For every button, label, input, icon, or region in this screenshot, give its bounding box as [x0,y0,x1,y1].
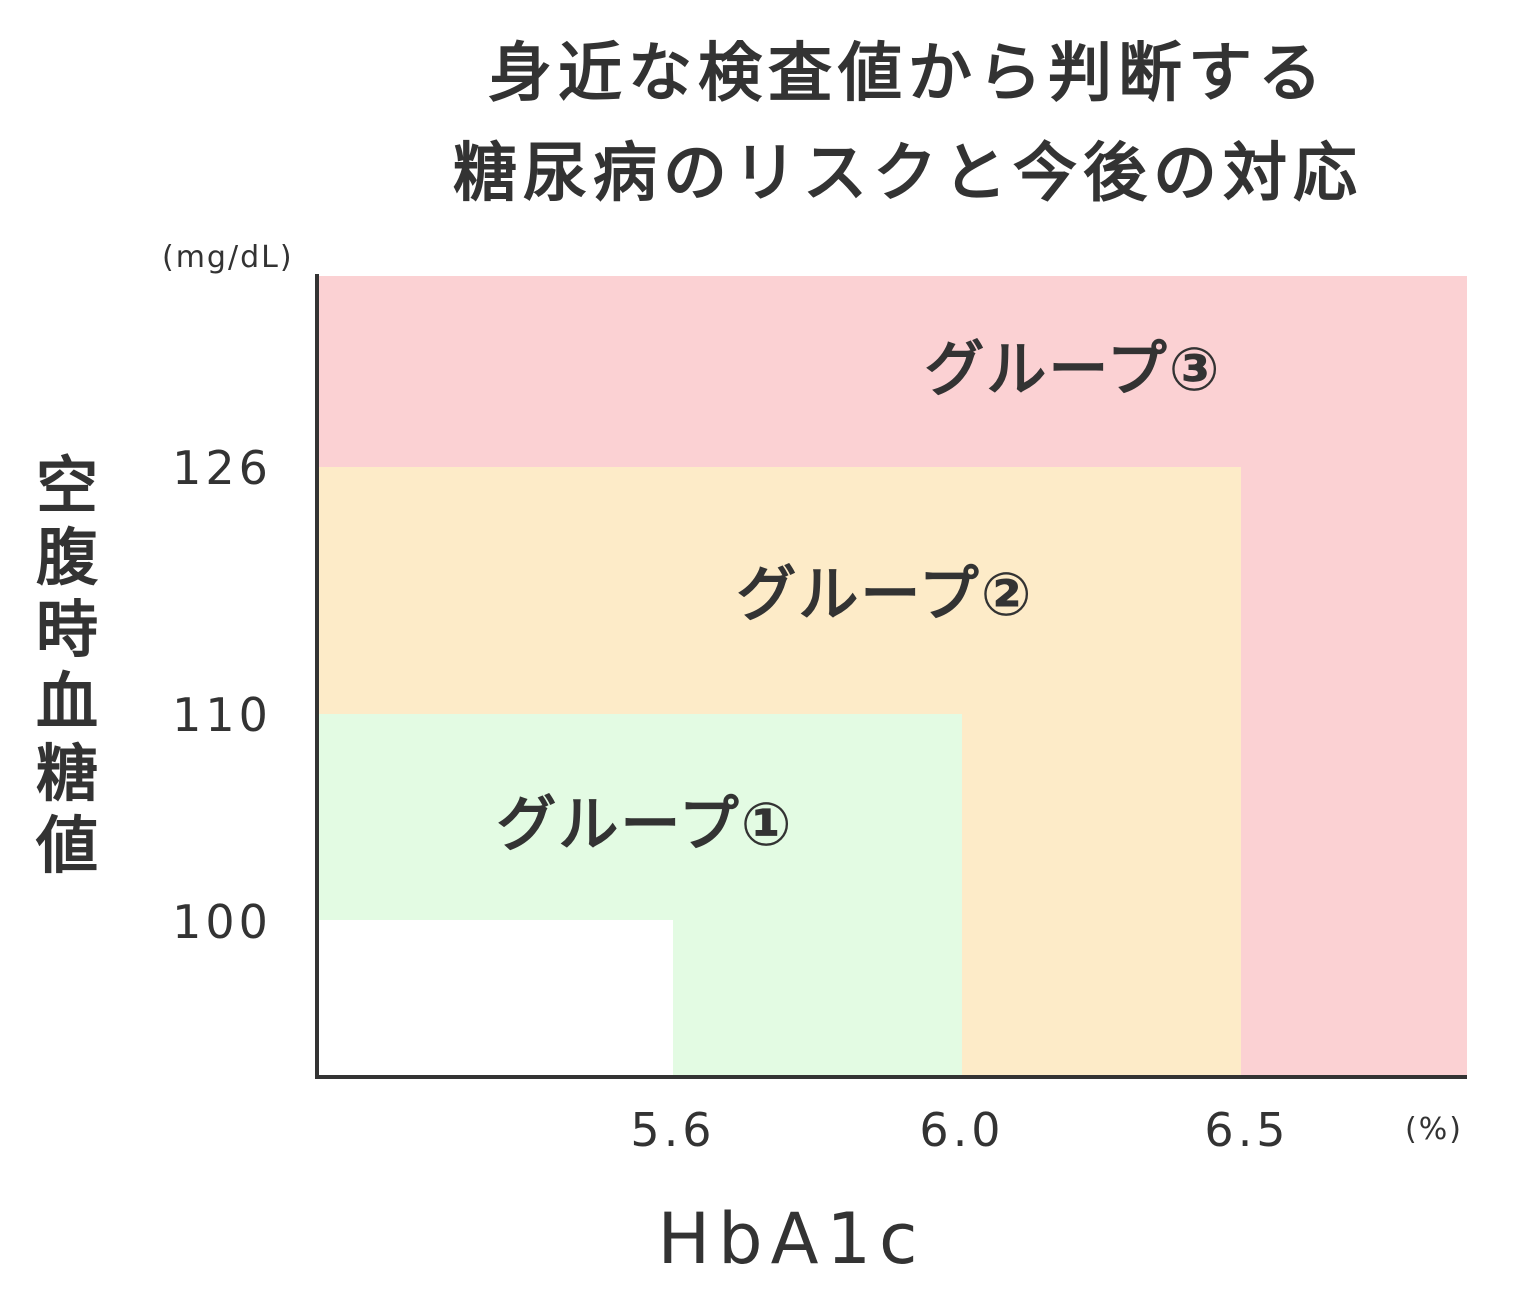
y-tick-label: 100 [172,895,272,949]
x-tick-label: 6.0 [919,1103,1004,1157]
y-axis-label-char: 値 [35,809,98,882]
y-axis-label: 空腹時血糖値 [32,450,102,882]
risk-region-4 [318,920,673,1077]
x-axis-label: HbA1c [657,1198,926,1280]
chart-title-line-1: 身近な検査値から判断する [488,37,1328,111]
y-tick-label: 110 [172,688,272,742]
x-tick-label: 5.6 [630,1103,715,1157]
y-axis-label-char: 空 [35,449,98,522]
x-unit-label: (%) [1405,1112,1463,1147]
y-unit-label: (mg/dL) [162,240,294,275]
x-tick-label: 6.5 [1204,1103,1289,1157]
y-axis-label-char: 腹 [35,521,98,594]
y-tick-label: 126 [172,441,272,495]
chart-title-line-2: 糖尿病のリスクと今後の対応 [453,137,1363,211]
region-label-3: グループ① [496,790,793,860]
y-axis-label-char: 血 [35,665,98,738]
region-label-2: グループ② [736,560,1033,630]
region-label-1: グループ③ [924,335,1221,405]
y-axis-label-char: 時 [35,593,98,666]
y-axis-label-char: 糖 [35,737,98,810]
